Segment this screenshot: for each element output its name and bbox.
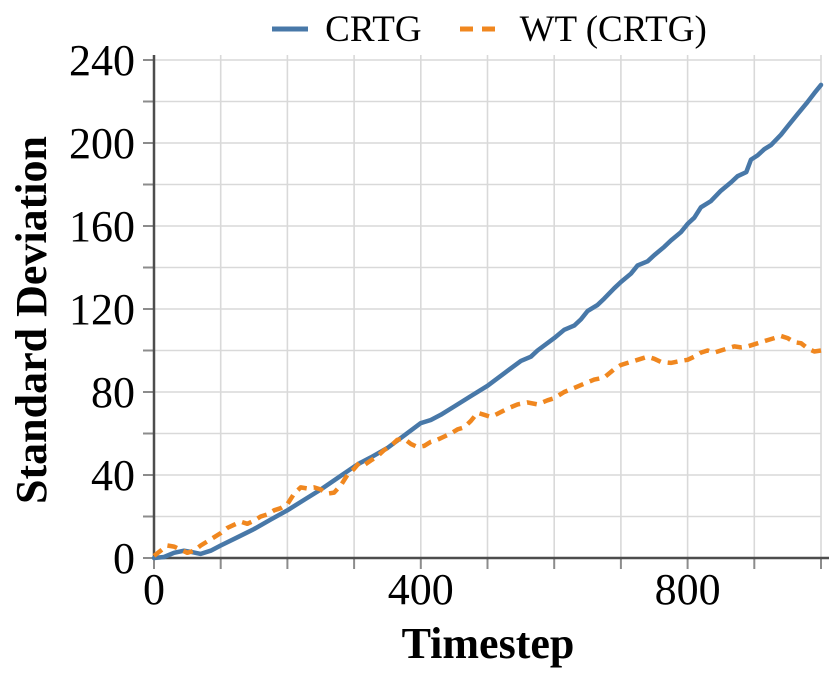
y-tick-label-0: 0 (113, 534, 135, 583)
tick-labels: 0 400 800 0 40 80 120 160 200 240 (69, 36, 721, 614)
legend-line-sample-dashed (459, 26, 504, 32)
x-tick-label-800: 800 (655, 565, 721, 614)
y-tick-label-200: 200 (69, 119, 135, 168)
legend-item-crtg: CRTG (269, 8, 422, 50)
y-axis-label: Standard Deviation (7, 136, 56, 504)
legend-label-crtg: CRTG (325, 8, 422, 50)
y-tick-label-160: 160 (69, 202, 135, 251)
x-axis-label: Timestep (402, 619, 575, 668)
legend-label-wt-crtg: WT (CRTG) (519, 8, 707, 50)
data-series (151, 82, 824, 561)
series-line-wt-crtg (152, 333, 822, 558)
x-tick-label-400: 400 (388, 565, 454, 614)
axis-spines (152, 55, 829, 560)
axis-ticks (143, 59, 822, 569)
gridlines (154, 55, 822, 558)
x-tick-label-0: 0 (143, 565, 165, 614)
legend: CRTG WT (CRTG) (154, 6, 822, 52)
y-tick-label-80: 80 (91, 368, 135, 417)
y-tick-label-40: 40 (91, 451, 135, 500)
y-tick-label-120: 120 (69, 285, 135, 334)
legend-line-sample-solid (272, 26, 309, 32)
y-tick-label-240: 240 (69, 36, 135, 85)
series-line-crtg (151, 82, 824, 561)
legend-item-wt-crtg: WT (CRTG) (458, 11, 707, 48)
